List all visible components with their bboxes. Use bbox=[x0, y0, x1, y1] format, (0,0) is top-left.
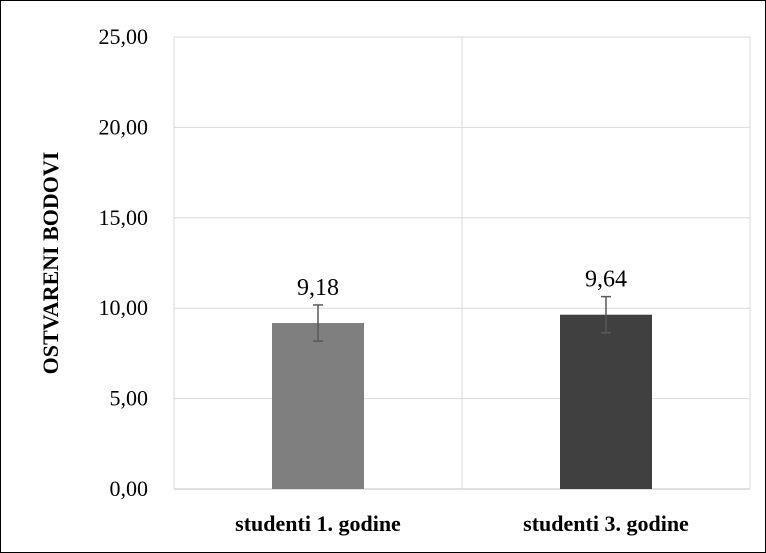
error-bars bbox=[313, 295, 611, 342]
data-label: 9,18 bbox=[297, 275, 339, 301]
gridlines bbox=[173, 36, 751, 490]
y-tick-labels: 0,00 5,00 10,00 15,00 20,00 25,00 bbox=[99, 24, 149, 501]
bars bbox=[272, 314, 652, 489]
data-labels: 9,18 9,64 bbox=[297, 267, 627, 301]
x-category-label: studenti 1. godine bbox=[235, 511, 401, 536]
data-label: 9,64 bbox=[585, 267, 627, 293]
y-axis-label: OSTVARENI BODOVI bbox=[38, 152, 63, 375]
x-category-labels: studenti 1. godine studenti 3. godine bbox=[235, 511, 689, 536]
bar bbox=[560, 314, 652, 489]
y-tick-label: 10,00 bbox=[99, 295, 149, 320]
y-tick-label: 0,00 bbox=[110, 476, 149, 501]
y-tick-label: 20,00 bbox=[99, 114, 149, 139]
bar bbox=[272, 323, 364, 489]
y-tick-label: 25,00 bbox=[99, 24, 149, 49]
y-tick-label: 5,00 bbox=[110, 386, 149, 411]
y-tick-label: 15,00 bbox=[99, 205, 149, 230]
x-category-label: studenti 3. godine bbox=[523, 511, 689, 536]
